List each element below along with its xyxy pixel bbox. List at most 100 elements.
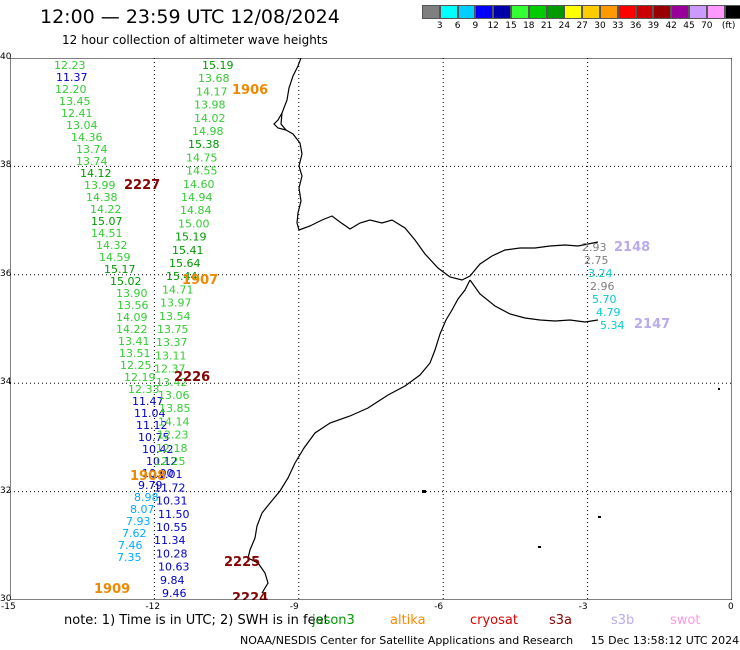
wave-height-value: 11.01 bbox=[151, 468, 183, 481]
scale-swatch bbox=[653, 5, 672, 19]
pass-number-label: 1906 bbox=[232, 83, 268, 98]
wave-height-value: 15.19 bbox=[175, 231, 207, 244]
scale-label: 9 bbox=[472, 21, 479, 31]
pass-number-label: 1908 bbox=[130, 469, 166, 484]
timestamp-text: 15 Dec 13:58:12 UTC 2024 bbox=[590, 634, 740, 647]
x-tick-label: -6 bbox=[434, 602, 444, 612]
wave-height-value: 14.60 bbox=[183, 178, 215, 191]
scale-swatch bbox=[635, 5, 654, 19]
wave-height-value: 10.55 bbox=[156, 521, 188, 534]
wave-height-value: 2.75 bbox=[584, 254, 609, 267]
scale-label: 39 bbox=[647, 21, 660, 31]
scale-label: 36 bbox=[629, 21, 642, 31]
wave-height-value: 14.98 bbox=[192, 125, 224, 138]
wave-height-value: 13.11 bbox=[155, 349, 187, 362]
wave-height-value: 15.19 bbox=[202, 59, 234, 72]
scale-label: 21 bbox=[540, 21, 553, 31]
wave-height-value: 14.14 bbox=[158, 415, 190, 428]
color-scale-labels: 3 6 9 12 15 18 21 24 27 30 33 36 39 42 45 70 (ft) bbox=[422, 21, 740, 33]
x-tick-label: -3 bbox=[578, 602, 588, 612]
scale-swatch bbox=[599, 5, 618, 19]
wave-height-value: 9.79 bbox=[138, 479, 163, 492]
x-tick-label: -9 bbox=[289, 602, 299, 612]
credit-text: NOAA/NESDIS Center for Satellite Applica… bbox=[240, 634, 574, 647]
wave-height-value: 10.28 bbox=[156, 547, 188, 560]
scale-swatch bbox=[475, 5, 494, 19]
y-tick-label: 36 bbox=[0, 268, 12, 279]
scale-label: 6 bbox=[454, 21, 461, 31]
coast-africa-north bbox=[469, 279, 599, 323]
wave-height-value: 14.71 bbox=[162, 283, 194, 296]
wave-height-value: 13.37 bbox=[156, 336, 188, 349]
scale-label: 70 bbox=[701, 21, 713, 31]
page-title: 12:00 — 23:59 UTC 12/08/2024 bbox=[40, 6, 340, 28]
scale-label: 33 bbox=[612, 21, 624, 31]
wave-height-value: 14.59 bbox=[99, 251, 131, 264]
island bbox=[538, 546, 541, 548]
wave-height-value: 5.34 bbox=[600, 319, 625, 332]
wave-height-value: 14.09 bbox=[116, 311, 148, 324]
islands bbox=[422, 388, 720, 548]
wave-height-value: 8.07 bbox=[130, 503, 155, 516]
wave-height-value: 13.98 bbox=[194, 99, 226, 112]
wave-height-value: 14.94 bbox=[181, 191, 213, 204]
wave-height-value: 14.38 bbox=[86, 191, 118, 204]
wave-height-value: 13.74 bbox=[76, 143, 108, 156]
pass-number-label: 2226 bbox=[174, 370, 210, 385]
satellite-legend-item: cryosat bbox=[470, 613, 518, 628]
wave-height-value: 12.20 bbox=[55, 83, 87, 96]
wave-height-value: 13.41 bbox=[118, 335, 150, 348]
island bbox=[598, 516, 601, 518]
scale-swatch bbox=[493, 5, 511, 19]
scale-label: 24 bbox=[558, 21, 571, 31]
wave-height-value: 10.12 bbox=[146, 455, 178, 468]
y-tick-label: 30 bbox=[0, 594, 12, 604]
wave-height-value: 10.31 bbox=[156, 495, 188, 508]
footer-note: note: 1) Time is in UTC; 2) SWH is in fe… bbox=[64, 613, 329, 628]
wave-height-value: 14.22 bbox=[90, 203, 122, 216]
wave-height-value: 10.63 bbox=[158, 561, 190, 574]
wave-height-value: 15.44 bbox=[166, 270, 198, 283]
coast-iberia-west bbox=[280, 58, 303, 231]
wave-height-value: 14.36 bbox=[71, 131, 103, 144]
wave-height-value: 12.19 bbox=[124, 371, 156, 384]
wave-height-value: 13.06 bbox=[158, 389, 190, 402]
wave-height-value: 10.42 bbox=[142, 443, 174, 456]
wave-height-value: 14.55 bbox=[186, 165, 218, 178]
scale-label: 45 bbox=[683, 21, 695, 31]
wave-height-value: 12.25 bbox=[154, 455, 186, 468]
wave-height-value: 14.32 bbox=[96, 239, 128, 252]
pass-number-label: 2147 bbox=[634, 317, 670, 332]
wave-height-value: 15.41 bbox=[172, 244, 204, 257]
wave-height-value: 11.37 bbox=[56, 71, 88, 84]
wave-height-value: 12.41 bbox=[61, 107, 93, 120]
wave-height-value: 15.17 bbox=[104, 263, 136, 276]
wave-height-value: 10.00 bbox=[142, 467, 174, 480]
wave-height-value: 15.64 bbox=[169, 257, 201, 270]
wave-height-value: 15.38 bbox=[188, 138, 220, 151]
wave-height-value: 14.75 bbox=[186, 151, 218, 164]
scale-swatch bbox=[564, 5, 583, 19]
wave-height-value: 13.75 bbox=[157, 323, 189, 336]
wave-height-value: 14.02 bbox=[194, 112, 226, 125]
wave-height-value: 11.72 bbox=[154, 481, 186, 494]
scale-swatch bbox=[671, 5, 689, 19]
wave-height-value: 7.35 bbox=[117, 551, 142, 564]
wave-height-value: 13.56 bbox=[117, 299, 149, 312]
wave-height-value: 9.46 bbox=[162, 587, 187, 600]
coast-portugal-headland bbox=[273, 112, 287, 131]
wave-height-value: 12.18 bbox=[156, 442, 188, 455]
wave-height-value: 11.50 bbox=[158, 508, 190, 521]
pass-number-label: 1909 bbox=[94, 582, 130, 597]
island bbox=[718, 388, 720, 390]
pass-number-label: 1907 bbox=[182, 273, 218, 288]
scale-label: (ft) bbox=[721, 21, 736, 31]
scale-swatch bbox=[528, 5, 547, 19]
scale-swatch bbox=[510, 5, 529, 19]
satellite-legend-item: swot bbox=[670, 613, 701, 628]
pass-labels: 1906 2227 1907 2226 1908 2225 1909 2224 2148 2147 bbox=[94, 83, 670, 600]
wave-height-value: 7.46 bbox=[118, 539, 143, 552]
y-tick-label: 32 bbox=[0, 485, 12, 496]
satellite-legend-item: s3b bbox=[611, 613, 635, 628]
wave-height-value: 2.96 bbox=[590, 280, 615, 293]
